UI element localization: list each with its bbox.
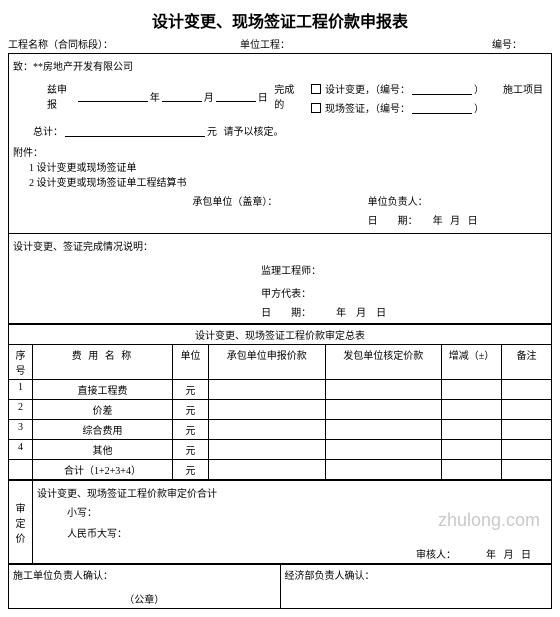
proj-item: 施工项目: [503, 81, 543, 96]
reviewer-label: 审核人：: [416, 550, 456, 561]
approval-section: 审定价 设计变更、现场签证工程价款审定价合计 小写： 人民币大写： 审核人： 年…: [8, 480, 552, 564]
serial-label: 编号：: [351, 36, 552, 51]
col-name: 费 用 名 称: [33, 345, 173, 380]
col-approve: 发包单位核定价款: [325, 345, 442, 380]
table-row: 3综合费用元: [9, 420, 552, 440]
col-remark: 备注: [502, 345, 552, 380]
checkbox-site[interactable]: [311, 103, 321, 113]
cb-site-label: 现场签证，（编号：: [325, 100, 410, 115]
date-label1: 日 期：: [368, 216, 418, 227]
approve-line1: 设计变更、现场签证工程价款审定价合计: [37, 485, 547, 500]
confirm-section: 施工单位负责人确认： （公章） 经济部负责人确认：: [8, 564, 552, 609]
confirm-left: 施工单位负责人确认：: [13, 571, 113, 582]
total-suffix: 请予以核定。: [224, 123, 284, 138]
form-title: 设计变更、现场签证工程价款申报表: [8, 8, 552, 32]
contractor-label: 承包单位（盖章）：: [192, 193, 367, 208]
table-row: 4其他元: [9, 440, 552, 460]
confirm-right: 经济部负责人确认：: [285, 571, 375, 582]
addressee: 致：**房地产开发有限公司: [13, 58, 547, 73]
cb-close1: ）: [474, 81, 484, 96]
date-label2: 日 期：: [261, 308, 311, 319]
upper-label: 人民币大写：: [37, 525, 547, 540]
stamp-label: （公章）: [9, 591, 280, 606]
col-diff: 增减（±）: [442, 345, 502, 380]
apply-section: 致：**房地产开发有限公司 兹申报 年 月 日 完成的 设计变更，（编号： ） …: [8, 53, 552, 234]
total-label: 总计：: [33, 123, 63, 138]
table-row: 合计（1+2+3+4）元: [9, 460, 552, 480]
col-unit: 单位: [173, 345, 209, 380]
day-label: 日: [258, 89, 268, 104]
total-unit: 元: [207, 123, 217, 138]
checkbox-design[interactable]: [311, 84, 321, 94]
table-row: 1直接工程费元: [9, 380, 552, 400]
leader-label: 单位负责人：: [368, 193, 543, 208]
side-label: 审定价: [9, 481, 33, 564]
cb-design-label: 设计变更，（编号：: [325, 81, 410, 96]
header-row: 工程名称（合同标段）： 单位工程： 编号：: [8, 36, 552, 51]
owner-label: 甲方代表：: [261, 285, 543, 300]
year-label: 年: [150, 89, 160, 104]
month-label: 月: [204, 89, 214, 104]
attach-item1: 1 设计变更或现场签证单: [13, 159, 547, 174]
status-label: 设计变更、签证完成情况说明：: [13, 238, 547, 253]
table-row: 2价差元: [9, 400, 552, 420]
engineer-label: 监理工程师：: [261, 262, 543, 277]
attach-label: 附件：: [13, 144, 547, 159]
attach-item2: 2 设计变更或现场签证单工程结算书: [13, 174, 547, 189]
col-apply: 承包单位申报价款: [209, 345, 326, 380]
apply-prefix: 兹申报: [47, 81, 76, 111]
status-section: 设计变更、签证完成情况说明： 监理工程师： 甲方代表： 日 期： 年 月 日: [8, 234, 552, 324]
cb-close2: ）: [474, 100, 484, 115]
price-table: 设计变更、现场签证工程价款审定总表 序号 费 用 名 称 单位 承包单位申报价款…: [8, 324, 552, 480]
unit-project-label: 单位工程：: [179, 36, 350, 51]
subtable-title: 设计变更、现场签证工程价款审定总表: [9, 325, 552, 345]
lower-label: 小写：: [37, 504, 547, 519]
col-seq: 序号: [9, 345, 33, 380]
done-label: 完成的: [274, 81, 303, 111]
project-name-label: 工程名称（合同标段）：: [8, 36, 179, 51]
